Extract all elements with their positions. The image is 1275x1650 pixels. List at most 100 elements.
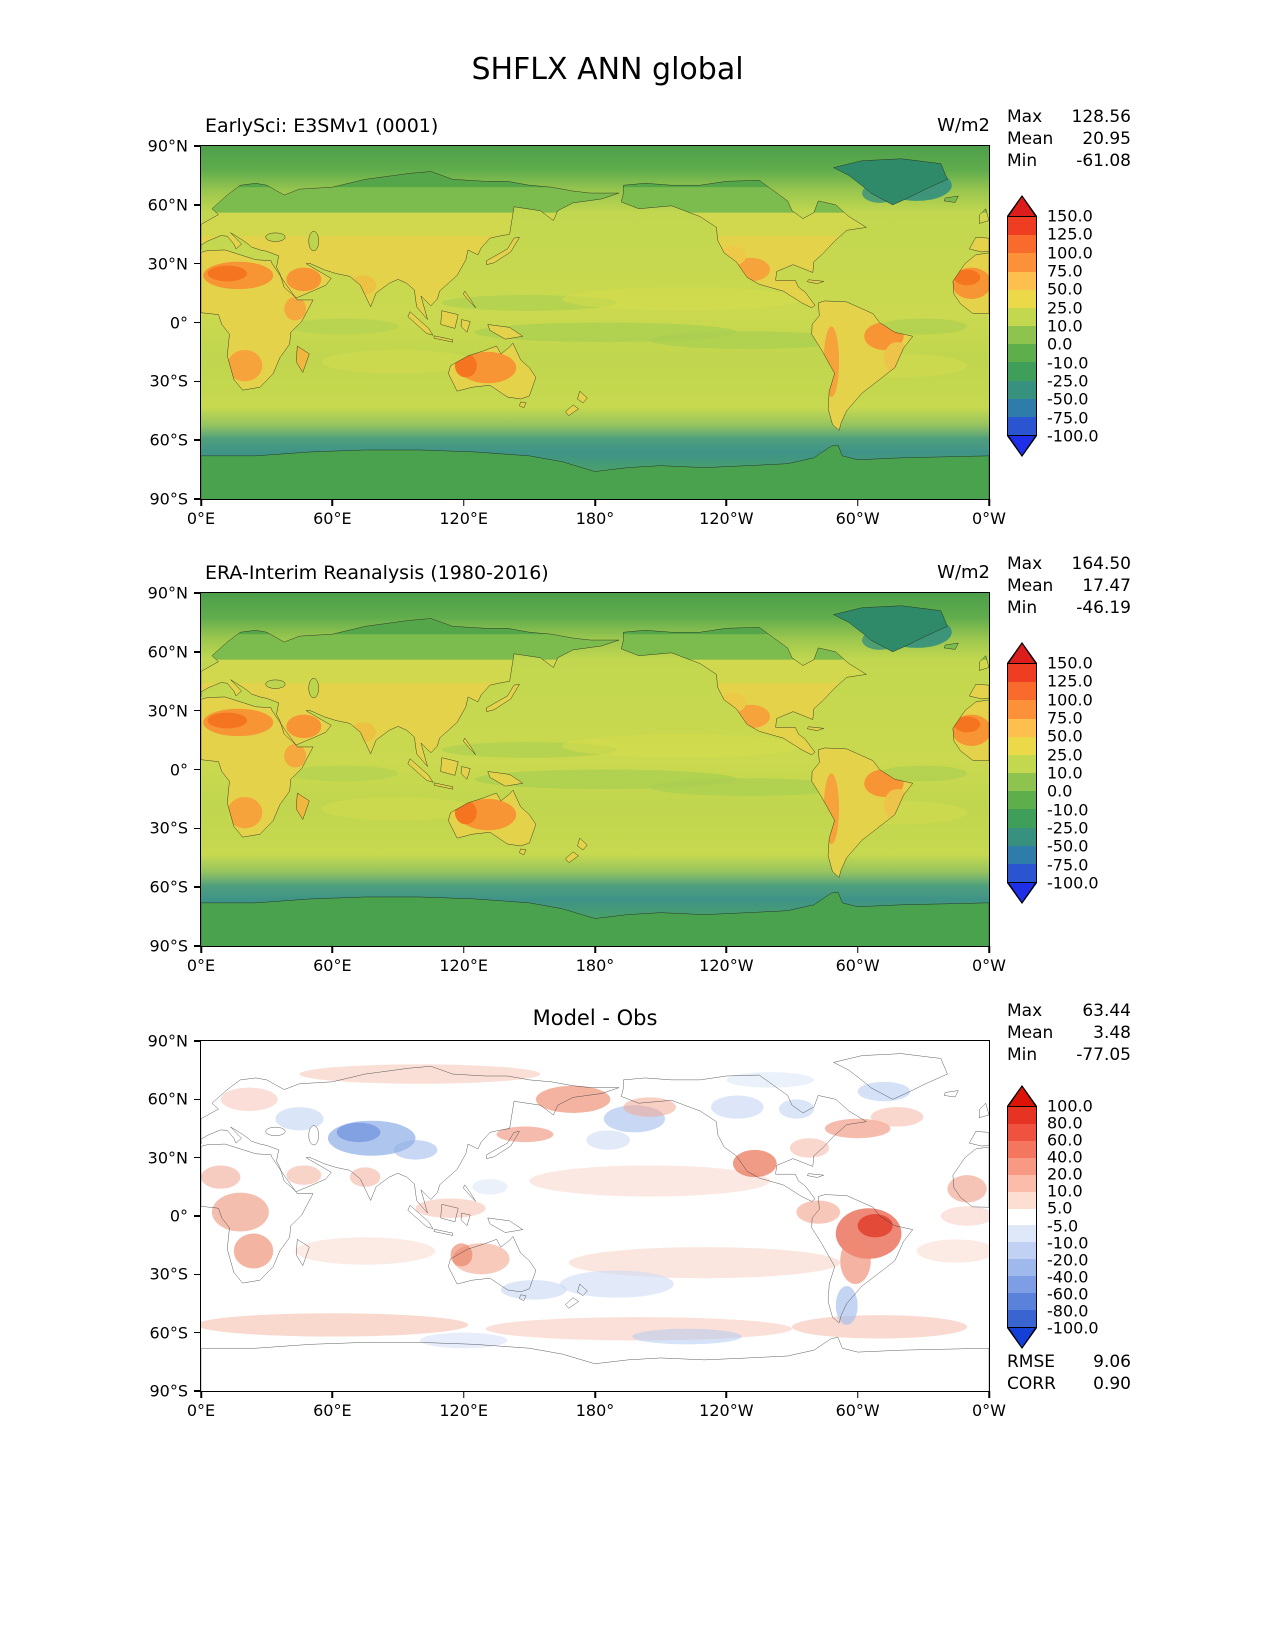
- stat-min: Min -46.19: [1007, 597, 1131, 619]
- colorbar-diff: 100.0 80.0 60.0 40.0 20.0 10.0 5.0 -5.0 -10.0 -20…: [1007, 1085, 1099, 1349]
- y-axis-tick: [194, 945, 201, 947]
- x-axis-tick-label: 60°E: [313, 956, 352, 975]
- y-axis-tick-label: 90°S: [149, 1381, 188, 1401]
- x-axis-tick: [594, 946, 596, 953]
- stat-value: 0.90: [1093, 1374, 1131, 1394]
- colorbar-segment: [1008, 362, 1036, 381]
- colorbar-tick-label: 100.0: [1047, 1096, 1093, 1116]
- colorbar-segment: [1008, 289, 1036, 308]
- y-axis-tick: [194, 592, 201, 594]
- colorbar-tick-label: -5.0: [1047, 1216, 1079, 1236]
- x-axis-tick-label: 180°: [575, 956, 615, 975]
- x-axis-tick-label: 120°E: [439, 1401, 488, 1420]
- stat-label: Min: [1007, 598, 1038, 618]
- colorbar-segment: [1008, 1174, 1036, 1192]
- panel-title-obs: ERA-Interim Reanalysis (1980-2016): [205, 562, 549, 584]
- colorbar-segment: [1008, 1140, 1036, 1158]
- colorbar-segment: [1008, 863, 1036, 883]
- stat-value: -61.08: [1076, 151, 1131, 171]
- colorbar-segment: [1008, 1107, 1036, 1124]
- colorbar-tick-label: 50.0: [1047, 279, 1083, 299]
- world-map-model: [201, 146, 989, 499]
- stat-value: 20.95: [1082, 129, 1131, 149]
- y-axis-tick: [194, 651, 201, 653]
- y-axis-tick-label: 30°N: [147, 1148, 188, 1168]
- x-axis-tick: [594, 499, 596, 506]
- colorbar-tick-label: 20.0: [1047, 1164, 1083, 1184]
- colorbar-segment: [1008, 416, 1036, 436]
- colorbar-tick-label: 10.0: [1047, 316, 1083, 336]
- colorbar-segment: [1008, 1310, 1036, 1327]
- stat-mean: Mean 3.48: [1007, 1022, 1131, 1044]
- stat-label: Max: [1007, 554, 1043, 574]
- colorbar-tick-label: -100.0: [1047, 1318, 1099, 1338]
- x-axis-tick-label: 60°E: [313, 509, 352, 528]
- y-axis-tick: [194, 145, 201, 147]
- colorbar-extend-arrow: [1007, 1085, 1037, 1106]
- colorbar-segment: [1008, 1208, 1036, 1226]
- x-axis-tick-label: 0°E: [186, 956, 216, 975]
- colorbar-tick-label: 10.0: [1047, 763, 1083, 783]
- colorbar-tick-label: 100.0: [1047, 243, 1093, 263]
- stat-label: Min: [1007, 151, 1038, 171]
- stat-label: Min: [1007, 1045, 1038, 1065]
- y-axis-tick: [194, 1331, 201, 1334]
- y-axis-tick: [194, 1098, 201, 1101]
- x-axis-tick-label: 120°W: [699, 1401, 754, 1420]
- y-axis-tick: [194, 262, 201, 265]
- colorbar-tick-label: -10.0: [1047, 800, 1089, 820]
- colorbar-tick-label: 5.0: [1047, 1198, 1073, 1218]
- x-axis-tick: [462, 499, 465, 506]
- x-axis-tick: [331, 499, 334, 506]
- stat-value: 9.06: [1093, 1352, 1131, 1372]
- colorbar-body: [1007, 663, 1037, 883]
- colorbar-segment: [1008, 235, 1036, 254]
- colorbar-extend-arrow: [1007, 642, 1037, 663]
- stat-mean: Mean 17.47: [1007, 575, 1131, 597]
- map-plot-diff: 90°N 60°N 30°N 0° 30°S 60°S 90°S 0°E 60°E 120°E 18…: [148, 1032, 1006, 1421]
- colorbar-segment: [1008, 845, 1036, 864]
- colorbar-segment: [1008, 664, 1036, 683]
- colorbar-segment: [1008, 1123, 1036, 1141]
- y-axis-tick: [194, 886, 201, 888]
- x-axis-tick-label: 0°E: [186, 509, 216, 528]
- y-axis-tick-label: 90°N: [147, 583, 188, 603]
- x-axis-tick-label: 0°W: [972, 956, 1006, 975]
- colorbar-tick-label: -25.0: [1047, 371, 1089, 391]
- colorbar-tick-label: 50.0: [1047, 726, 1083, 746]
- y-axis-tick-label: 30°S: [149, 371, 188, 391]
- stat-label: Max: [1007, 107, 1043, 127]
- y-axis-tick: [194, 321, 201, 324]
- y-axis-tick: [194, 1040, 201, 1042]
- y-axis-tick-label: 60°N: [147, 1089, 188, 1109]
- stat-label: RMSE: [1007, 1352, 1056, 1372]
- x-axis-tick: [988, 1391, 990, 1398]
- colorbar-extend-arrow: [1007, 436, 1037, 457]
- x-axis-tick: [856, 946, 859, 953]
- x-axis-tick-label: 0°W: [972, 509, 1006, 528]
- colorbar-segment: [1008, 718, 1036, 737]
- colorbar-segment: [1008, 809, 1036, 828]
- stat-max: Max 128.56: [1007, 106, 1131, 128]
- colorbar-tick-label: -50.0: [1047, 836, 1089, 856]
- y-axis-tick-label: 30°N: [147, 701, 188, 721]
- x-axis-tick: [988, 499, 990, 506]
- x-axis-tick-label: 60°E: [313, 1401, 352, 1420]
- map-plot-model: 90°N 60°N 30°N 0° 30°S 60°S 90°S 0°E 60°E 120°E 18…: [148, 137, 1006, 529]
- stat-value: 17.47: [1082, 576, 1131, 596]
- colorbar-extend-arrow: [1007, 1328, 1037, 1349]
- stats-block-obs: Max 164.50 Mean 17.47 Min -46.19: [1007, 553, 1131, 619]
- panel-title-model: EarlySci: E3SMv1 (0001): [205, 115, 439, 137]
- world-map-diff: [201, 1041, 989, 1391]
- colorbar-tick-label: 125.0: [1047, 671, 1093, 691]
- stat-label: Max: [1007, 1001, 1043, 1021]
- colorbar-segment: [1008, 700, 1036, 719]
- colorbar-tick-label: 10.0: [1047, 1181, 1083, 1201]
- colorbar-tick-label: -60.0: [1047, 1284, 1089, 1304]
- colorbar-segment: [1008, 1157, 1036, 1175]
- colorbar-segment: [1008, 791, 1036, 810]
- x-axis-tick-label: 0°W: [972, 1401, 1006, 1420]
- stat-value: 63.44: [1082, 1001, 1131, 1021]
- colorbar-tick-label: 25.0: [1047, 298, 1083, 318]
- colorbar-segment: [1008, 827, 1036, 846]
